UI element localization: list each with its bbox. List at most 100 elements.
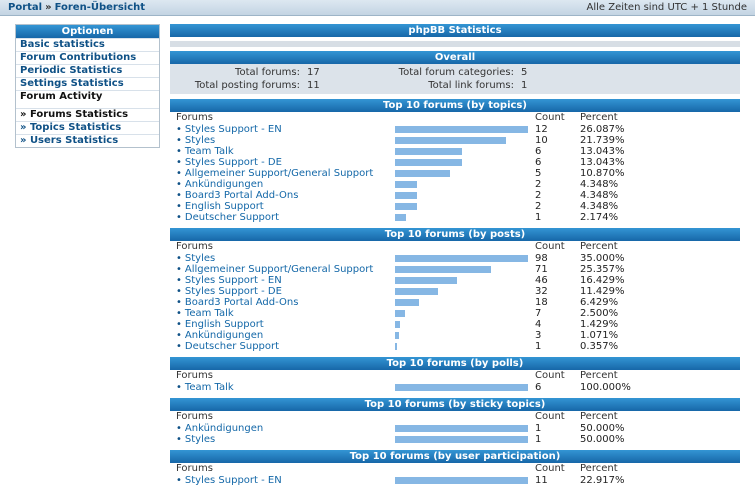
sidebar-item-forum-activity: Forum Activity [16,90,159,103]
forum-link[interactable]: Ankündigungen [184,423,264,434]
stat-label: Total link forums: [428,80,514,91]
bullet-icon: • [176,179,182,190]
count-bar [395,126,528,133]
bar-cell [395,277,535,284]
forum-link[interactable]: Deutscher Support [184,341,280,352]
sidebar-item-periodic-statistics[interactable]: Periodic Statistics [16,64,159,77]
breadcrumb-separator: » [45,2,52,13]
percent-value: 16.429% [580,275,625,286]
forum-link[interactable]: Styles [184,434,216,445]
percent-value: 2.500% [580,308,619,319]
bar-cell [395,137,535,144]
bullet-icon: • [176,190,182,201]
sidebar-item-topics-statistics[interactable]: » Topics Statistics [16,121,159,134]
forum-link[interactable]: English Support [184,201,264,212]
forum-link[interactable]: Ankündigungen [184,330,264,341]
bar-cell [395,159,535,166]
bullet-icon: • [176,146,182,157]
forum-name-cell: • Styles [170,253,395,264]
count-bar [395,477,528,484]
forum-link[interactable]: Board3 Portal Add-Ons [184,190,299,201]
table-row: • Team Talk 6 100.000% [170,382,740,393]
forum-link[interactable]: Team Talk [184,308,234,319]
forum-link[interactable]: Styles Support - EN [184,275,282,286]
forum-link[interactable]: Allgemeiner Support/General Support [184,264,374,275]
table-row: • Board3 Portal Add-Ons 2 4.348% [170,190,740,201]
count-value: 2 [535,179,542,190]
count-value: 7 [535,308,542,319]
count-value: 71 [535,264,548,275]
table-header-row: Forums Count Percent [170,112,740,124]
table-row: • Styles Support - DE 32 11.429% [170,286,740,297]
count-bar [395,277,457,284]
sidebar-item-settings-statistics[interactable]: Settings Statistics [16,77,159,90]
percent-value: 100.000% [580,382,631,393]
forum-link[interactable]: Allgemeiner Support/General Support [184,168,374,179]
table-header-row: Forums Count Percent [170,370,740,382]
forum-link[interactable]: Styles [184,253,216,264]
percent-value: 21.739% [580,135,625,146]
forum-link[interactable]: English Support [184,319,264,330]
forum-link[interactable]: Ankündigungen [184,179,264,190]
topbar: Portal» Foren-Übersicht Alle Zeiten sind … [0,0,755,16]
count-bar [395,170,450,177]
table-row: • Styles Support - EN 46 16.429% [170,275,740,286]
breadcrumb-portal-link[interactable]: Portal [8,2,43,13]
table-row: • Styles Support - EN 11 22.917% [170,475,740,486]
section-title: Top 10 forums (by posts) [170,228,740,241]
sidebar-item-basic-statistics[interactable]: Basic statistics [16,38,159,51]
count-bar [395,425,528,432]
count-bar [395,299,419,306]
bullet-icon: • [176,135,182,146]
bullet-icon: • [176,475,182,486]
column-header-percent: Percent [580,241,618,252]
sidebar-item-forums-statistics[interactable]: » Forums Statistics [16,108,159,121]
table-header-row: Forums Count Percent [170,463,740,475]
forum-name-cell: • Deutscher Support [170,341,395,352]
header-strip [170,41,740,47]
forum-link[interactable]: Team Talk [184,382,234,393]
percent-value: 50.000% [580,434,625,445]
count-value: 6 [535,382,542,393]
count-value: 6 [535,157,542,168]
sidebar-item-users-statistics[interactable]: » Users Statistics [16,134,159,147]
table-row: • Team Talk 7 2.500% [170,308,740,319]
bar-cell [395,343,535,350]
breadcrumb-page-link[interactable]: Foren-Übersicht [54,2,146,13]
column-header-percent: Percent [580,370,618,381]
count-bar [395,214,406,221]
forum-link[interactable]: Styles Support - DE [184,157,282,168]
table-row: • Ankündigungen 2 4.348% [170,179,740,190]
table-row: • Styles Support - DE 6 13.043% [170,157,740,168]
column-header-count: Count [535,241,565,252]
percent-value: 22.917% [580,475,625,486]
table-row: • Styles 98 35.000% [170,253,740,264]
count-bar [395,137,506,144]
stat-label: Total forum categories: [398,67,514,78]
table-header-row: Forums Count Percent [170,241,740,253]
table-row: • Team Talk 6 13.043% [170,146,740,157]
forum-link[interactable]: Team Talk [184,146,234,157]
forum-link[interactable]: Styles Support - EN [184,475,282,486]
forum-link[interactable]: Board3 Portal Add-Ons [184,297,299,308]
bullet-icon: • [176,382,182,393]
percent-value: 0.357% [580,341,619,352]
bar-cell [395,310,535,317]
count-bar [395,321,400,328]
count-bar [395,203,417,210]
table-row: • Board3 Portal Add-Ons 18 6.429% [170,297,740,308]
sidebar-item-forum-contributions[interactable]: Forum Contributions [16,51,159,64]
column-header-count: Count [535,463,565,474]
forum-link[interactable]: Styles [184,135,216,146]
column-header-percent: Percent [580,463,618,474]
bullet-icon: • [176,434,182,445]
forum-link[interactable]: Styles Support - EN [184,124,282,135]
overall-section-title: Overall [170,51,740,64]
count-value: 18 [535,297,548,308]
stats-section: Top 10 forums (by user participation) For… [170,450,740,486]
bar-cell [395,477,535,484]
forum-link[interactable]: Deutscher Support [184,212,280,223]
forum-link[interactable]: Styles Support - DE [184,286,282,297]
bullet-icon: • [176,286,182,297]
forum-name-cell: • Board3 Portal Add-Ons [170,297,395,308]
